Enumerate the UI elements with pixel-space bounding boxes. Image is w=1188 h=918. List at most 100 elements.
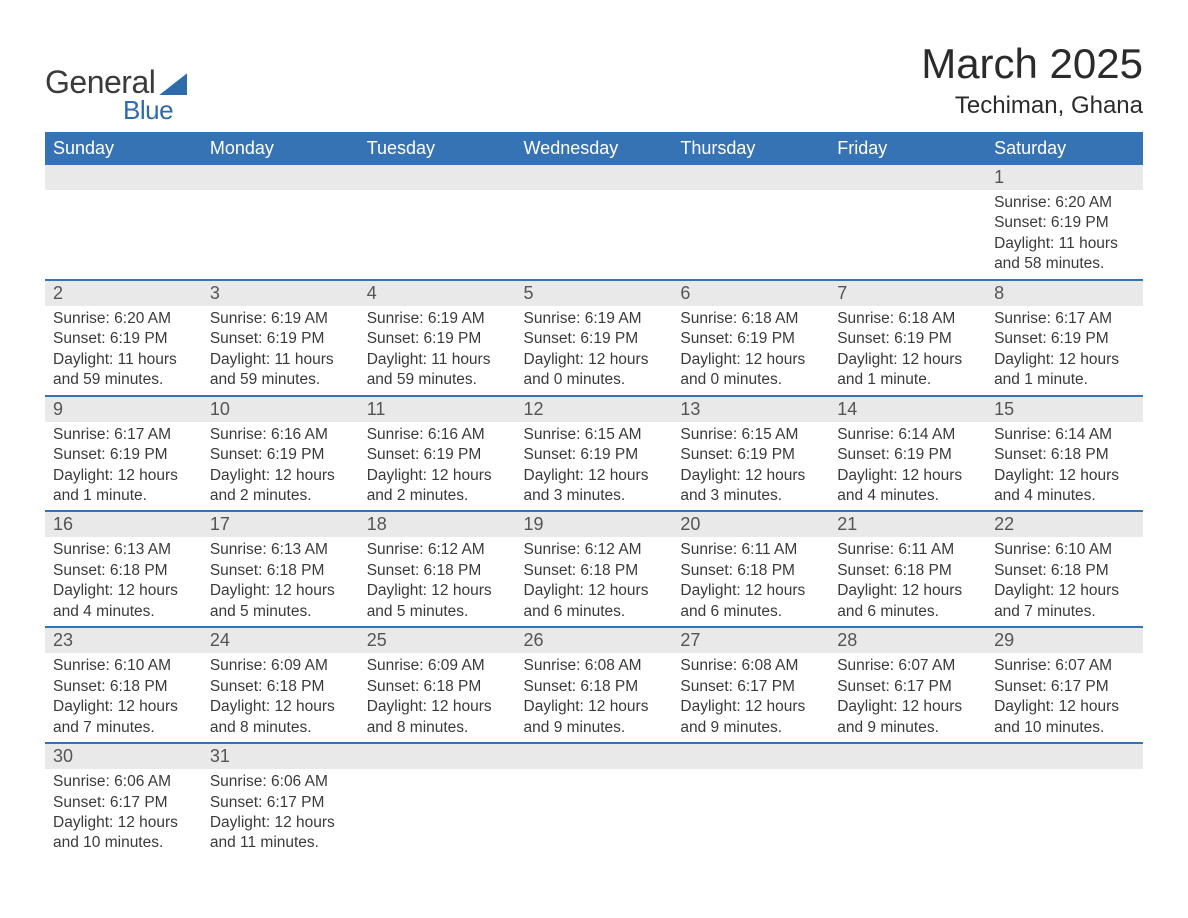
day-detail-cell: Sunrise: 6:06 AMSunset: 6:17 PMDaylight:… <box>45 769 202 858</box>
day-detail-cell: Sunrise: 6:17 AMSunset: 6:19 PMDaylight:… <box>45 422 202 512</box>
daylight-line2: and 3 minutes. <box>680 486 821 506</box>
day-number: 31 <box>202 744 359 769</box>
sunrise-text: Sunrise: 6:15 AM <box>524 425 665 445</box>
day-number: 22 <box>986 512 1143 537</box>
day-detail-cell: Sunrise: 6:07 AMSunset: 6:17 PMDaylight:… <box>829 653 986 743</box>
daylight-line2: and 9 minutes. <box>837 718 978 738</box>
day-detail-cell: Sunrise: 6:18 AMSunset: 6:19 PMDaylight:… <box>829 306 986 396</box>
day-detail-cell: Sunrise: 6:11 AMSunset: 6:18 PMDaylight:… <box>829 537 986 627</box>
day-detail-cell <box>516 769 673 858</box>
week-number-row: 2345678 <box>45 280 1143 306</box>
daylight-line2: and 59 minutes. <box>367 370 508 390</box>
day-detail: Sunrise: 6:18 AMSunset: 6:19 PMDaylight:… <box>672 306 829 395</box>
sunrise-text: Sunrise: 6:19 AM <box>367 309 508 329</box>
sunset-text: Sunset: 6:18 PM <box>367 561 508 581</box>
day-cell: 18 <box>359 511 516 537</box>
day-detail <box>829 769 986 796</box>
daylight-line1: Daylight: 12 hours <box>837 581 978 601</box>
day-detail: Sunrise: 6:10 AMSunset: 6:18 PMDaylight:… <box>986 537 1143 626</box>
daylight-line1: Daylight: 12 hours <box>680 466 821 486</box>
daylight-line1: Daylight: 12 hours <box>367 581 508 601</box>
day-detail-cell <box>986 769 1143 858</box>
day-number: 29 <box>986 628 1143 653</box>
day-detail-cell: Sunrise: 6:18 AMSunset: 6:19 PMDaylight:… <box>672 306 829 396</box>
day-number <box>516 165 673 190</box>
daylight-line1: Daylight: 12 hours <box>994 350 1135 370</box>
daylight-line1: Daylight: 12 hours <box>837 350 978 370</box>
location-label: Techiman, Ghana <box>921 92 1143 120</box>
sunrise-text: Sunrise: 6:12 AM <box>367 540 508 560</box>
week-number-row: 16171819202122 <box>45 511 1143 537</box>
sunset-text: Sunset: 6:19 PM <box>994 329 1135 349</box>
day-cell: 13 <box>672 396 829 422</box>
week-detail-row: Sunrise: 6:17 AMSunset: 6:19 PMDaylight:… <box>45 422 1143 512</box>
calendar-header-row: SundayMondayTuesdayWednesdayThursdayFrid… <box>45 132 1143 165</box>
day-detail: Sunrise: 6:08 AMSunset: 6:17 PMDaylight:… <box>672 653 829 742</box>
daylight-line2: and 1 minute. <box>837 370 978 390</box>
sunrise-text: Sunrise: 6:13 AM <box>53 540 194 560</box>
sunrise-text: Sunrise: 6:16 AM <box>210 425 351 445</box>
daylight-line1: Daylight: 11 hours <box>367 350 508 370</box>
sunset-text: Sunset: 6:19 PM <box>53 445 194 465</box>
daylight-line2: and 58 minutes. <box>994 254 1135 274</box>
day-cell: 8 <box>986 280 1143 306</box>
daylight-line1: Daylight: 12 hours <box>210 697 351 717</box>
day-detail-cell <box>359 769 516 858</box>
day-detail-cell <box>672 190 829 280</box>
day-detail-cell: Sunrise: 6:20 AMSunset: 6:19 PMDaylight:… <box>986 190 1143 280</box>
day-detail-cell: Sunrise: 6:09 AMSunset: 6:18 PMDaylight:… <box>202 653 359 743</box>
day-number: 18 <box>359 512 516 537</box>
day-cell <box>672 743 829 769</box>
daylight-line1: Daylight: 12 hours <box>210 466 351 486</box>
day-detail-cell <box>45 190 202 280</box>
day-detail-cell: Sunrise: 6:14 AMSunset: 6:18 PMDaylight:… <box>986 422 1143 512</box>
day-number <box>516 744 673 769</box>
day-detail-cell: Sunrise: 6:12 AMSunset: 6:18 PMDaylight:… <box>359 537 516 627</box>
day-cell: 16 <box>45 511 202 537</box>
week-number-row: 3031 <box>45 743 1143 769</box>
sunset-text: Sunset: 6:19 PM <box>837 329 978 349</box>
day-cell <box>516 743 673 769</box>
day-detail-cell: Sunrise: 6:13 AMSunset: 6:18 PMDaylight:… <box>202 537 359 627</box>
daylight-line2: and 8 minutes. <box>210 718 351 738</box>
daylight-line1: Daylight: 12 hours <box>524 466 665 486</box>
day-cell: 1 <box>986 165 1143 190</box>
daylight-line2: and 10 minutes. <box>53 833 194 853</box>
daylight-line2: and 59 minutes. <box>210 370 351 390</box>
sunrise-text: Sunrise: 6:09 AM <box>367 656 508 676</box>
daylight-line2: and 8 minutes. <box>367 718 508 738</box>
day-number: 6 <box>672 281 829 306</box>
day-cell: 10 <box>202 396 359 422</box>
day-cell <box>516 165 673 190</box>
sunrise-text: Sunrise: 6:14 AM <box>837 425 978 445</box>
sunset-text: Sunset: 6:18 PM <box>524 561 665 581</box>
brand-word-2: Blue <box>123 95 173 126</box>
day-detail: Sunrise: 6:17 AMSunset: 6:19 PMDaylight:… <box>986 306 1143 395</box>
sunrise-text: Sunrise: 6:09 AM <box>210 656 351 676</box>
day-detail: Sunrise: 6:13 AMSunset: 6:18 PMDaylight:… <box>202 537 359 626</box>
sunrise-text: Sunrise: 6:06 AM <box>53 772 194 792</box>
day-detail-cell: Sunrise: 6:17 AMSunset: 6:19 PMDaylight:… <box>986 306 1143 396</box>
day-detail-cell: Sunrise: 6:19 AMSunset: 6:19 PMDaylight:… <box>202 306 359 396</box>
day-detail-cell: Sunrise: 6:15 AMSunset: 6:19 PMDaylight:… <box>516 422 673 512</box>
day-number: 8 <box>986 281 1143 306</box>
sunset-text: Sunset: 6:17 PM <box>53 793 194 813</box>
day-detail: Sunrise: 6:16 AMSunset: 6:19 PMDaylight:… <box>359 422 516 511</box>
daylight-line2: and 59 minutes. <box>53 370 194 390</box>
title-block: March 2025 Techiman, Ghana <box>921 40 1143 120</box>
day-detail-cell: Sunrise: 6:10 AMSunset: 6:18 PMDaylight:… <box>45 653 202 743</box>
sunset-text: Sunset: 6:17 PM <box>837 677 978 697</box>
day-number: 9 <box>45 397 202 422</box>
day-cell: 23 <box>45 627 202 653</box>
daylight-line1: Daylight: 11 hours <box>53 350 194 370</box>
daylight-line2: and 2 minutes. <box>367 486 508 506</box>
day-detail-cell: Sunrise: 6:13 AMSunset: 6:18 PMDaylight:… <box>45 537 202 627</box>
day-detail: Sunrise: 6:06 AMSunset: 6:17 PMDaylight:… <box>45 769 202 858</box>
day-cell: 7 <box>829 280 986 306</box>
day-cell: 26 <box>516 627 673 653</box>
daylight-line2: and 5 minutes. <box>210 602 351 622</box>
week-detail-row: Sunrise: 6:20 AMSunset: 6:19 PMDaylight:… <box>45 190 1143 280</box>
sunrise-text: Sunrise: 6:06 AM <box>210 772 351 792</box>
daylight-line1: Daylight: 12 hours <box>53 813 194 833</box>
day-number: 26 <box>516 628 673 653</box>
